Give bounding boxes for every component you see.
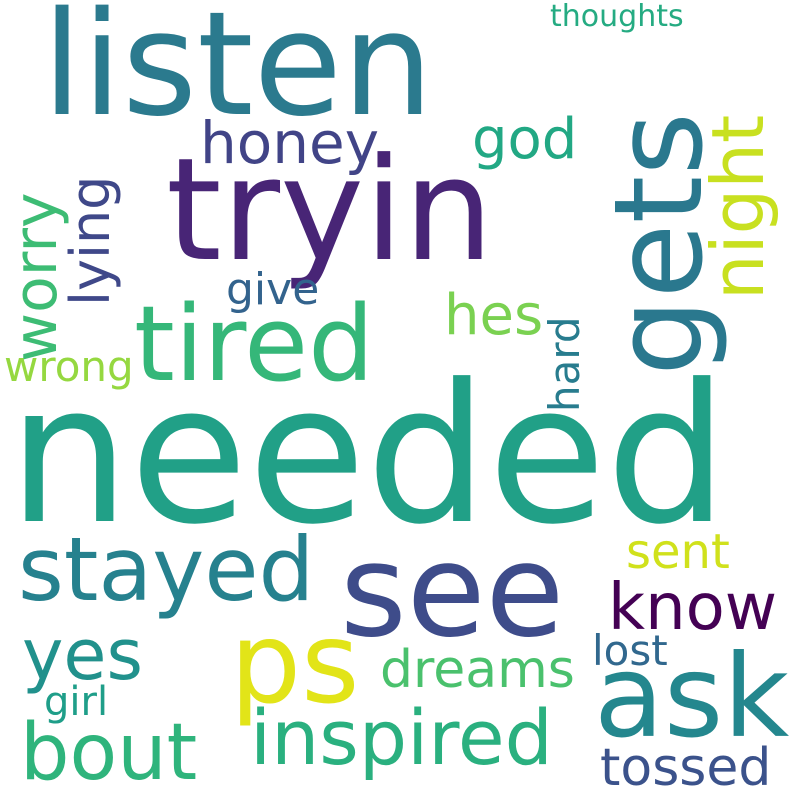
word-know: know (608, 571, 778, 645)
word-ask: ask (594, 630, 790, 763)
word-needed: needed (8, 344, 728, 567)
word-hard: hard (540, 316, 589, 412)
word-thoughts: thoughts (550, 0, 684, 34)
word-dreams: dreams (380, 640, 575, 700)
word-honey: honey (200, 109, 380, 177)
word-lost: lost (592, 626, 668, 675)
word-see: see (340, 517, 565, 666)
word-god: god (472, 107, 578, 172)
word-tired: tired (134, 283, 375, 405)
word-lying: lying (59, 175, 122, 306)
word-wrong: wrong (4, 342, 134, 391)
word-stayed: stayed (18, 518, 315, 621)
word-listen: listen (42, 0, 434, 148)
word-worry: worry (1, 192, 71, 362)
word-girl: girl (44, 679, 109, 725)
word-hes: hes (444, 283, 544, 348)
word-yes: yes (22, 614, 143, 696)
word-ps: ps (230, 599, 360, 729)
word-night: night (696, 114, 780, 300)
word-give: give (226, 264, 320, 315)
word-tossed: tossed (600, 738, 772, 798)
word-sent: sent (626, 524, 730, 580)
word-bout: bout (20, 708, 198, 798)
word-inspired: inspired (250, 693, 553, 782)
word-tryin: tryin (166, 128, 494, 293)
